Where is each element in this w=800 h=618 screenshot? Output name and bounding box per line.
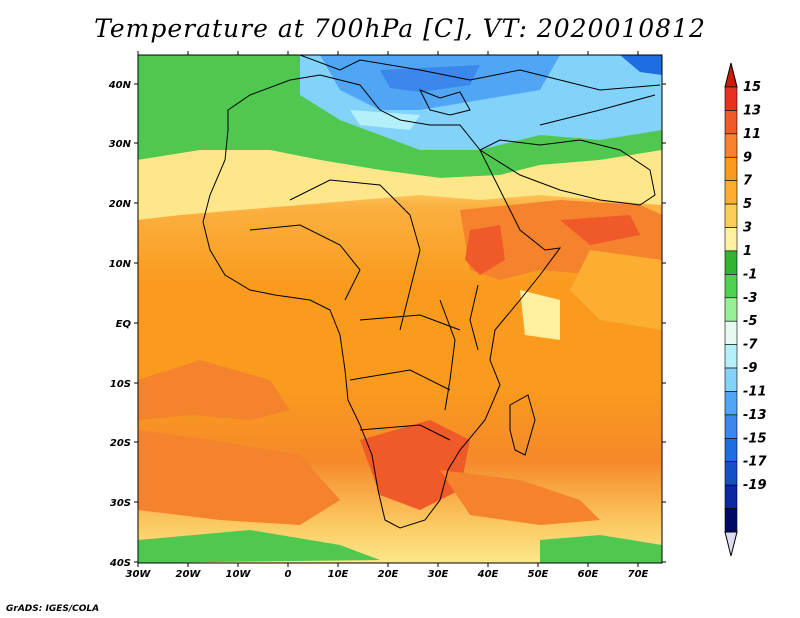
colorbar-label: -15 [743,431,767,446]
colorbar-label: -11 [743,384,767,399]
lon-label: 40E [477,569,499,580]
lon-label: 0 [285,569,292,580]
lat-label: 30N [109,139,132,150]
lat-label: 20S [110,438,131,449]
lat-label: 10S [110,379,131,390]
colorbar-label: -9 [743,361,757,376]
colorbar-swatch [724,250,738,275]
colorbar-label: 1 [743,244,752,259]
longitude-labels: 30W 20W 10W 0 10E 20E 30E 40E 50E 60E 70… [126,569,649,580]
colorbar-swatch [724,274,738,299]
colorbar-label: -17 [743,455,767,470]
lon-label: 20W [176,569,202,580]
colorbar-label: 15 [743,80,761,95]
lon-label: 30W [126,569,152,580]
colorbar-label: 3 [743,221,752,236]
colorbar-label: -13 [743,408,767,423]
lon-label: 60E [578,569,599,580]
colorbar-swatch [724,320,738,345]
colorbar-label: 9 [743,150,752,165]
lon-label: 20E [378,569,399,580]
lat-label: 30S [110,498,131,509]
colorbar-label: 13 [743,103,761,118]
colorbar-bottom-arrow [724,531,738,557]
colorbar-label: -1 [743,267,757,282]
lat-label: 40S [109,558,131,569]
colorbar-label: -5 [743,314,757,329]
lat-label: 20N [109,199,132,210]
colorbar-swatch [724,508,738,533]
colorbar-swatches [724,86,738,533]
colorbar-swatch [724,344,738,369]
lon-label: 10W [226,569,252,580]
coastlines [202,55,661,529]
plot-frame [137,54,663,564]
lon-label: 70E [628,569,649,580]
colorbar-label: 5 [743,197,752,212]
colorbar-swatch [724,203,738,228]
colorbar-swatch [724,391,738,416]
lat-label: 40N [108,80,132,91]
colorbar-swatch [724,227,738,252]
colorbar-swatch [724,110,738,135]
colorbar-swatch [724,461,738,486]
colorbar-labels: 15 13 11 9 7 5 3 1 -1 -3 -5 -7 -9 -11 -13 -15 -17 -19 [743,80,767,493]
colorbar-swatch [724,180,738,205]
colorbar-label: -19 [743,478,767,493]
map-title: Temperature at 700hPa [C], VT: 202001081… [94,14,706,43]
colorbar-swatch [724,438,738,463]
colorbar-swatch [724,484,738,509]
colorbar-label: -7 [743,338,758,353]
colorbar-label: -3 [743,291,757,306]
colorbar-label: 11 [743,127,761,142]
latitude-labels: 40N 30N 20N 10N EQ 10S 20S 30S 40S [108,80,132,569]
colorbar: 15 13 11 9 7 5 3 1 -1 -3 -5 -7 -9 -11 -13 -15 -17 -19 [724,62,767,557]
lat-label: 10N [109,259,132,270]
axis-ticks [134,51,666,567]
colorbar-swatch [724,367,738,392]
colorbar-label: 7 [743,174,753,189]
colorbar-swatch [724,86,738,111]
lon-label: 10E [328,569,349,580]
colorbar-swatch [724,414,738,439]
lon-label: 50E [528,569,549,580]
colorbar-swatch [724,133,738,158]
colorbar-swatch [724,156,738,181]
lat-label: EQ [116,319,132,330]
colorbar-swatch [724,297,738,322]
temperature-field [138,55,662,563]
colorbar-top-arrow [724,62,738,88]
credit-text: GrADS: IGES/COLA [6,604,100,614]
lon-label: 30E [428,569,449,580]
